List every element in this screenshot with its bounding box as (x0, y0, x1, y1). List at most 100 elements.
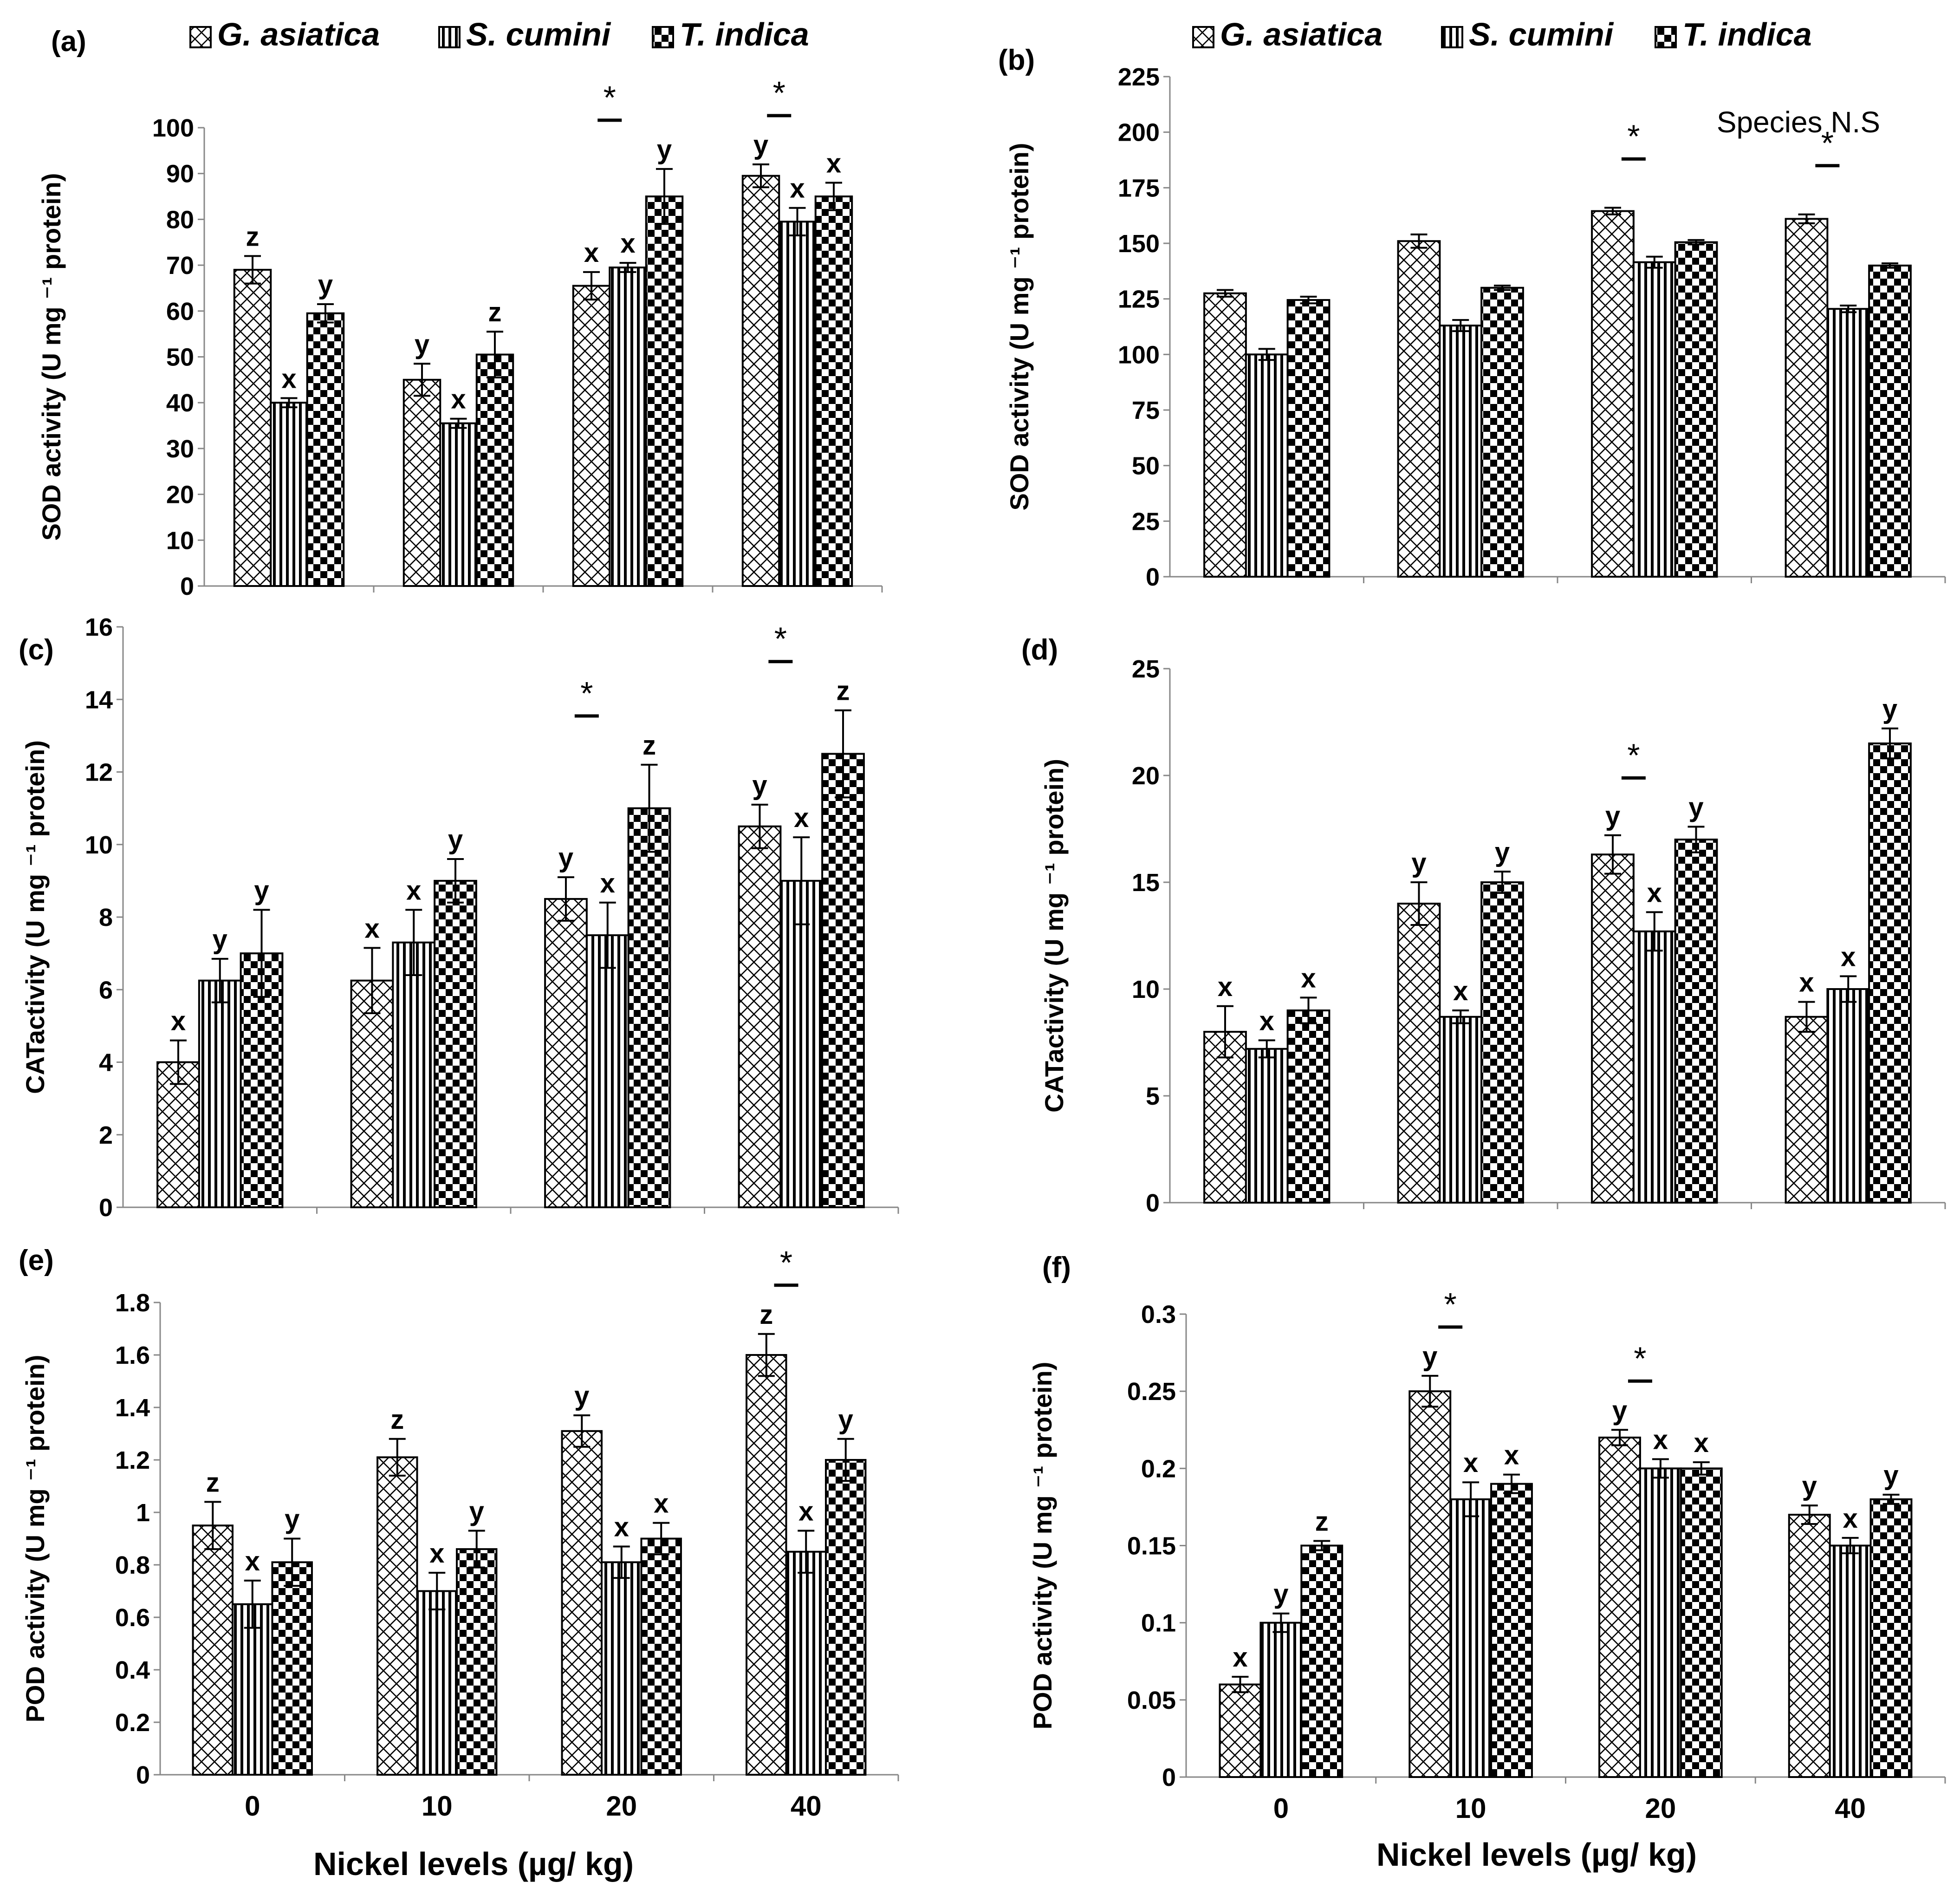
y-tick-label: 20 (166, 481, 194, 509)
y-tick-label: 1.6 (115, 1341, 150, 1369)
significance-letter: y (1495, 837, 1510, 867)
y-tick-label: 80 (166, 206, 194, 234)
significance-letter: x (1233, 1642, 1247, 1673)
bar (746, 1354, 787, 1776)
y-tick-label: 0.05 (1127, 1687, 1176, 1714)
chart-panel-c: (c) 0 2 4 6 8 10 12 14 16 CATactivity (U mg ⁻¹ pro… (19, 613, 899, 1222)
bar (392, 941, 436, 1208)
significance-letter: x (790, 174, 805, 204)
y-tick-label: 1 (136, 1499, 150, 1527)
bar (1674, 839, 1718, 1204)
significance-letter: y (448, 825, 463, 855)
significance-letter: x (654, 1489, 668, 1519)
y-tick-label: 15 (1132, 869, 1160, 897)
bar (1397, 903, 1441, 1204)
chart-panel-a: (a) 0 10 20 30 40 50 60 70 80 90 100 SOD activity (U… (37, 16, 883, 600)
significance-letter: x (1694, 1428, 1709, 1458)
significance-letter: x (1799, 968, 1814, 998)
bar (1286, 299, 1330, 578)
bar (1868, 264, 1912, 578)
x-tick-label: 10 (422, 1791, 453, 1822)
significance-letter: y (574, 1381, 589, 1411)
bar (779, 879, 824, 1208)
bar (824, 1459, 867, 1776)
significance-letter: y (469, 1497, 484, 1527)
legend-swatch (1441, 26, 1463, 48)
bar (1869, 1498, 1913, 1778)
bar (1219, 1683, 1262, 1778)
bar (1203, 1031, 1247, 1204)
bar (434, 879, 477, 1208)
bar (439, 422, 478, 587)
bar (1480, 881, 1524, 1204)
y-tick-label: 0.1 (1141, 1609, 1176, 1637)
bar (1826, 308, 1870, 578)
significance-letter: x (794, 803, 809, 833)
significance-asterisk: * (1627, 118, 1640, 154)
bar (376, 1456, 418, 1776)
panel-label: (e) (19, 1244, 54, 1276)
bar (561, 1430, 603, 1776)
y-tick-label: 0 (180, 573, 194, 600)
y-axis-label: POD activity (U mg ⁻¹ protein) (20, 1355, 50, 1723)
significance-letter: z (206, 1467, 220, 1498)
bar (198, 979, 242, 1208)
significance-letter: x (620, 228, 635, 259)
bar (821, 753, 865, 1208)
significance-letter: x (406, 875, 421, 905)
y-tick-label: 6 (99, 976, 113, 1004)
bar (1680, 1467, 1723, 1778)
bar (1203, 292, 1247, 578)
significance-letter: z (1315, 1507, 1329, 1537)
bar (1868, 742, 1912, 1204)
bar (814, 195, 853, 587)
y-axis-label: CATactivity (U mg ⁻¹ protein) (1039, 759, 1069, 1113)
significance-letter: y (1411, 848, 1426, 878)
y-tick-label: 20 (1132, 762, 1160, 790)
y-tick-label: 0.15 (1127, 1532, 1176, 1560)
bar (416, 1590, 458, 1776)
panel-label: (f) (1042, 1251, 1071, 1283)
y-tick-label: 225 (1118, 63, 1160, 91)
y-axis-label: POD activity (U mg ⁻¹ protein) (1028, 1362, 1057, 1730)
x-tick-label: 20 (1645, 1793, 1676, 1824)
bar (232, 1603, 273, 1776)
significance-letter: y (752, 770, 767, 801)
bar (741, 175, 780, 587)
significance-letter: x (1301, 963, 1316, 993)
bar (306, 312, 345, 587)
y-tick-label: 0.6 (115, 1604, 150, 1632)
bar (645, 195, 684, 587)
legend-label: G. asiatica (1220, 16, 1382, 52)
significance-letter: x (451, 384, 466, 415)
y-tick-label: 25 (1132, 655, 1160, 683)
significance-letter: x (1259, 1006, 1274, 1036)
significance-letter: x (245, 1546, 260, 1576)
significance-letter: y (1273, 1579, 1288, 1609)
bar (233, 268, 272, 587)
legend-swatch (189, 26, 212, 48)
chart-panel-b: (b) 0 25 50 75 100 125 150 175 200 225 SOD activity… (998, 16, 1946, 591)
y-axis-label: SOD activity (U mg ⁻¹ protein) (37, 173, 66, 541)
y-tick-label: 90 (166, 160, 194, 188)
legend-label: G. asiatica (217, 16, 380, 52)
significance-letter: x (1841, 942, 1856, 972)
significance-asterisk: * (774, 621, 787, 657)
y-tick-label: 50 (166, 344, 194, 371)
bar (1632, 261, 1676, 578)
y-tick-label: 0 (99, 1194, 113, 1222)
y-tick-label: 1.4 (115, 1394, 150, 1422)
significance-asterisk: * (1627, 737, 1640, 773)
species-note: Species N.S (1717, 105, 1880, 139)
y-tick-label: 16 (85, 613, 113, 641)
y-tick-label: 100 (1118, 341, 1160, 369)
bar (1829, 1544, 1872, 1778)
y-tick-label: 10 (85, 831, 113, 859)
bar (1674, 241, 1718, 578)
significance-letter: x (1463, 1448, 1478, 1478)
y-tick-label: 100 (152, 114, 194, 142)
bar (1598, 1436, 1641, 1778)
y-tick-label: 1.2 (115, 1446, 150, 1474)
significance-letter: z (390, 1405, 404, 1435)
y-tick-label: 0 (136, 1761, 150, 1789)
